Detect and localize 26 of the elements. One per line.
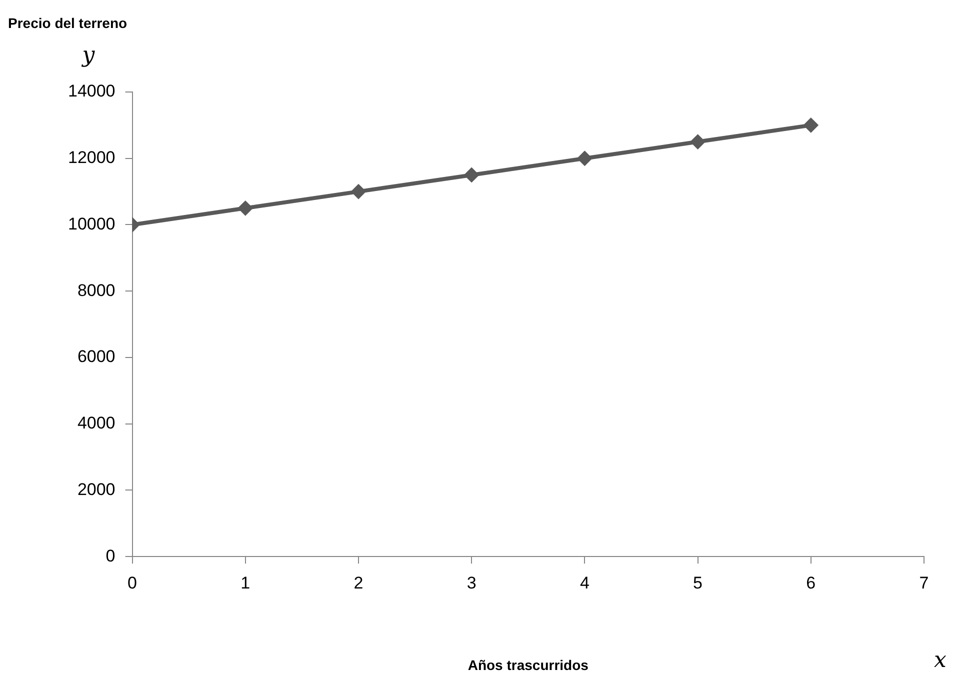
x-axis-title: Años trascurridos [468, 657, 589, 673]
x-tick-label: 2 [354, 573, 364, 592]
point [350, 184, 366, 200]
text: x [934, 648, 947, 673]
y-tick-label: 6000 [77, 347, 116, 366]
y-tick-label: 14000 [68, 82, 116, 101]
text: y [81, 43, 96, 68]
y-tick-label: 4000 [77, 414, 116, 433]
x-tick-label: 5 [693, 573, 703, 592]
y-tick-label: 12000 [68, 148, 116, 168]
x-tick-label: 1 [240, 573, 250, 592]
point [238, 200, 253, 216]
y-tick-label: 8000 [77, 280, 116, 300]
x-tick-label: 6 [806, 573, 816, 592]
x-tick-label: 3 [466, 573, 476, 592]
x-tick-label: 0 [128, 573, 138, 592]
point [803, 118, 818, 133]
y-tick-label: 0 [106, 546, 116, 566]
y-tick-label: 2000 [77, 480, 116, 499]
point [690, 134, 706, 150]
x-tick-label: 4 [580, 573, 590, 592]
y-tick-label: 10000 [68, 214, 116, 234]
y-axis-title: Precio del terreno [8, 15, 128, 31]
point [464, 167, 480, 182]
point [577, 150, 592, 166]
x-tick-label: 7 [919, 573, 929, 592]
